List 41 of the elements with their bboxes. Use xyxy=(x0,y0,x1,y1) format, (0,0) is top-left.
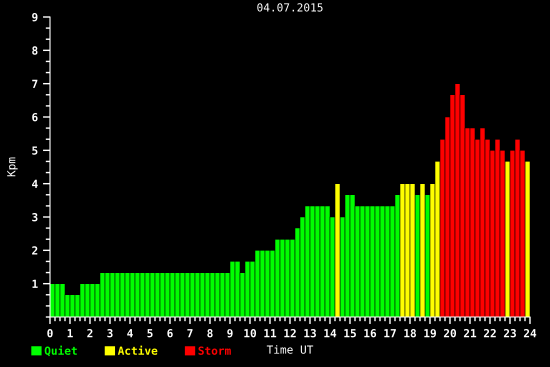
x-tick-label: 5 xyxy=(147,329,153,338)
y-tick-label: 1 xyxy=(32,280,38,288)
bar xyxy=(420,183,426,317)
x-tick-label: 11 xyxy=(264,329,276,338)
y-tick-label: 4 xyxy=(32,180,38,188)
x-tick-label: 21 xyxy=(464,329,476,338)
y-tick-label: 5 xyxy=(32,146,38,155)
legend-label: Active xyxy=(118,346,158,355)
x-tick-label: 10 xyxy=(244,329,256,338)
x-tick-label: 8 xyxy=(207,329,213,338)
chart-title: 04.07.2015 xyxy=(257,3,323,12)
x-tick-label: 3 xyxy=(107,329,113,338)
x-tick-label: 14 xyxy=(324,329,336,338)
legend-label: Storm xyxy=(198,346,231,355)
y-axis-title: Kpm xyxy=(7,157,18,176)
x-tick-label: 0 xyxy=(47,329,53,338)
x-tick-label: 4 xyxy=(127,329,133,338)
y-tick-label: 8 xyxy=(32,46,38,55)
x-tick-label: 17 xyxy=(384,329,396,338)
x-tick-label: 20 xyxy=(444,329,456,338)
x-tick-label: 19 xyxy=(424,329,436,338)
y-tick-label: 2 xyxy=(32,246,38,255)
x-tick-label: 22 xyxy=(484,329,496,338)
y-tick-label: 3 xyxy=(32,212,38,222)
x-axis-title: Time UT xyxy=(266,345,314,354)
x-tick-label: 9 xyxy=(227,329,233,338)
x-tick-label: 12 xyxy=(284,329,296,338)
x-tick-label: 18 xyxy=(404,329,416,338)
x-tick-label: 15 xyxy=(344,329,356,338)
x-tick-label: 23 xyxy=(504,329,516,338)
y-tick-label: 6 xyxy=(32,112,38,122)
y-tick-label: 7 xyxy=(32,80,38,88)
legend-label: Quiet xyxy=(44,346,77,356)
x-tick-label: 24 xyxy=(524,329,536,338)
x-tick-label: 7 xyxy=(187,329,193,338)
x-tick-label: 13 xyxy=(304,329,316,338)
x-tick-label: 6 xyxy=(167,329,173,338)
y-tick-label: 9 xyxy=(32,13,38,22)
x-tick-label: 2 xyxy=(87,329,92,338)
x-tick-label: 1 xyxy=(68,329,73,338)
x-tick-label: 16 xyxy=(364,329,376,338)
